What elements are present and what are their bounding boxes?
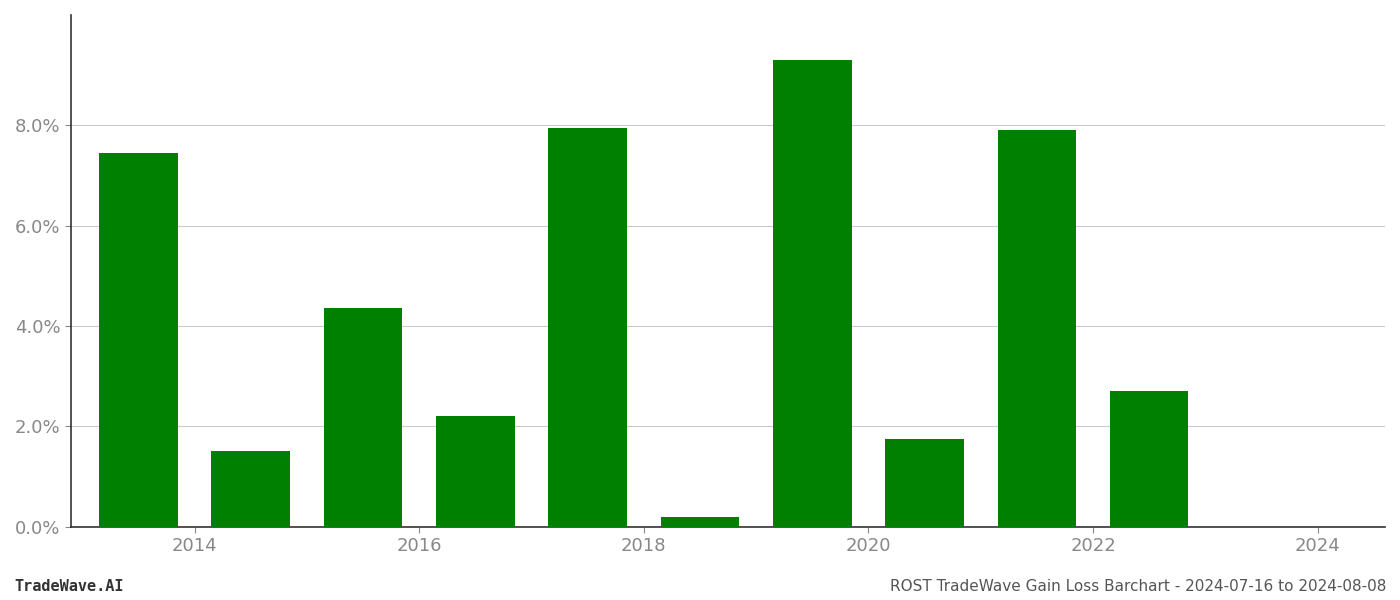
Text: ROST TradeWave Gain Loss Barchart - 2024-07-16 to 2024-08-08: ROST TradeWave Gain Loss Barchart - 2024… [889, 579, 1386, 594]
Bar [1110, 391, 1189, 527]
Bar [773, 60, 851, 527]
Bar [211, 451, 290, 527]
Bar [323, 308, 402, 527]
Text: TradeWave.AI: TradeWave.AI [14, 579, 123, 594]
Bar [549, 128, 627, 527]
Bar [435, 416, 515, 527]
Bar [998, 130, 1077, 527]
Bar [661, 517, 739, 527]
Bar [99, 153, 178, 527]
Bar [885, 439, 963, 527]
